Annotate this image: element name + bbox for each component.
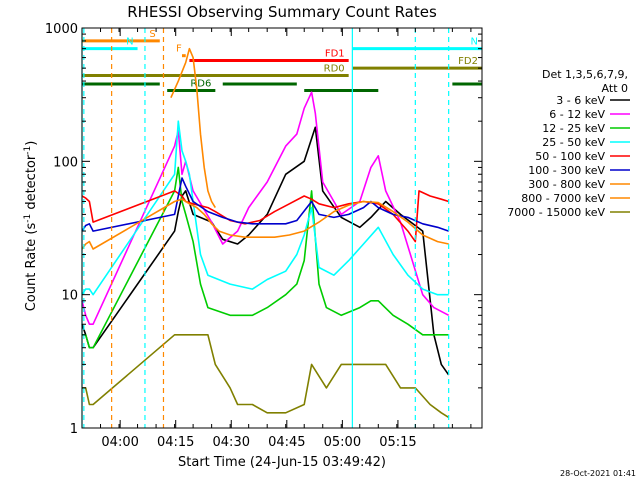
series-line-4: [81, 190, 449, 243]
series-lines: [81, 47, 450, 419]
legend-label-4: 50 - 100 keV: [535, 150, 605, 163]
chart-title: RHESSI Observing Summary Count Rates: [127, 3, 437, 21]
axes: 1 10 100 1000 04:00 04:15 04:30 04:45 05:00 05:15: [45, 22, 483, 450]
legend-header-1: Att 0: [602, 82, 628, 95]
y-axis-label: Count Rate (s-1 detector-1): [23, 141, 39, 312]
y-label-sup1: -1: [23, 214, 33, 223]
x-tick-label-5: 05:15: [379, 435, 416, 450]
legend-label-3: 25 - 50 keV: [542, 136, 605, 149]
status-bar-label-3: F: [176, 44, 182, 55]
status-bar-label-2: N: [471, 37, 478, 48]
status-bar-label-0: S: [149, 29, 155, 40]
status-bar-label-10: RD6: [190, 78, 211, 89]
status-bar-label-1: N: [126, 37, 133, 48]
timestamp: 28-Oct-2021 01:41: [560, 469, 636, 478]
legend-label-7: 800 - 7000 keV: [521, 192, 605, 205]
x-axis-label: Start Time (24-Jun-15 03:49:42): [178, 455, 386, 470]
x-tick-label-3: 04:45: [268, 435, 305, 450]
status-bars: S N N F FD1 FD2 RD0 RD6: [82, 29, 482, 92]
legend-label-0: 3 - 6 keV: [556, 94, 605, 107]
x-tick-label-0: 04:00: [101, 435, 138, 450]
legend-label-2: 12 - 25 keV: [542, 122, 605, 135]
series-line-2: [82, 166, 449, 349]
y-label-main: Count Rate (s: [24, 223, 39, 312]
y-label-mid: detector: [24, 154, 39, 214]
series-line-7: [170, 47, 216, 209]
series-line-8: [82, 334, 450, 419]
series-line-6: [81, 198, 449, 250]
series-line-3: [81, 120, 449, 296]
status-bar-label-4: FD1: [325, 49, 345, 60]
x-tick-label-4: 05:00: [324, 435, 361, 450]
legend-label-5: 100 - 300 keV: [528, 164, 605, 177]
x-tick-label-2: 04:30: [213, 435, 250, 450]
y-tick-label-3: 1000: [45, 22, 78, 37]
y-tick-label-1: 10: [61, 289, 78, 304]
legend-label-8: 7000 - 15000 keV: [507, 206, 605, 219]
y-label-end: ): [24, 141, 39, 146]
legend-label-1: 6 - 12 keV: [549, 108, 605, 121]
y-tick-label-2: 100: [53, 155, 78, 170]
y-label-sup2: -1: [23, 146, 33, 155]
y-tick-label-0: 1: [70, 422, 78, 437]
plot-frame: [81, 27, 483, 429]
legend-label-6: 300 - 800 keV: [528, 178, 605, 191]
status-bar-label-6: RD0: [324, 64, 345, 75]
status-bar-label-5: FD2: [458, 56, 478, 67]
series-line-5: [81, 177, 449, 232]
x-tick-label-1: 04:15: [157, 435, 194, 450]
legend-header-0: Det 1,3,5,6,7,9,: [542, 68, 628, 81]
